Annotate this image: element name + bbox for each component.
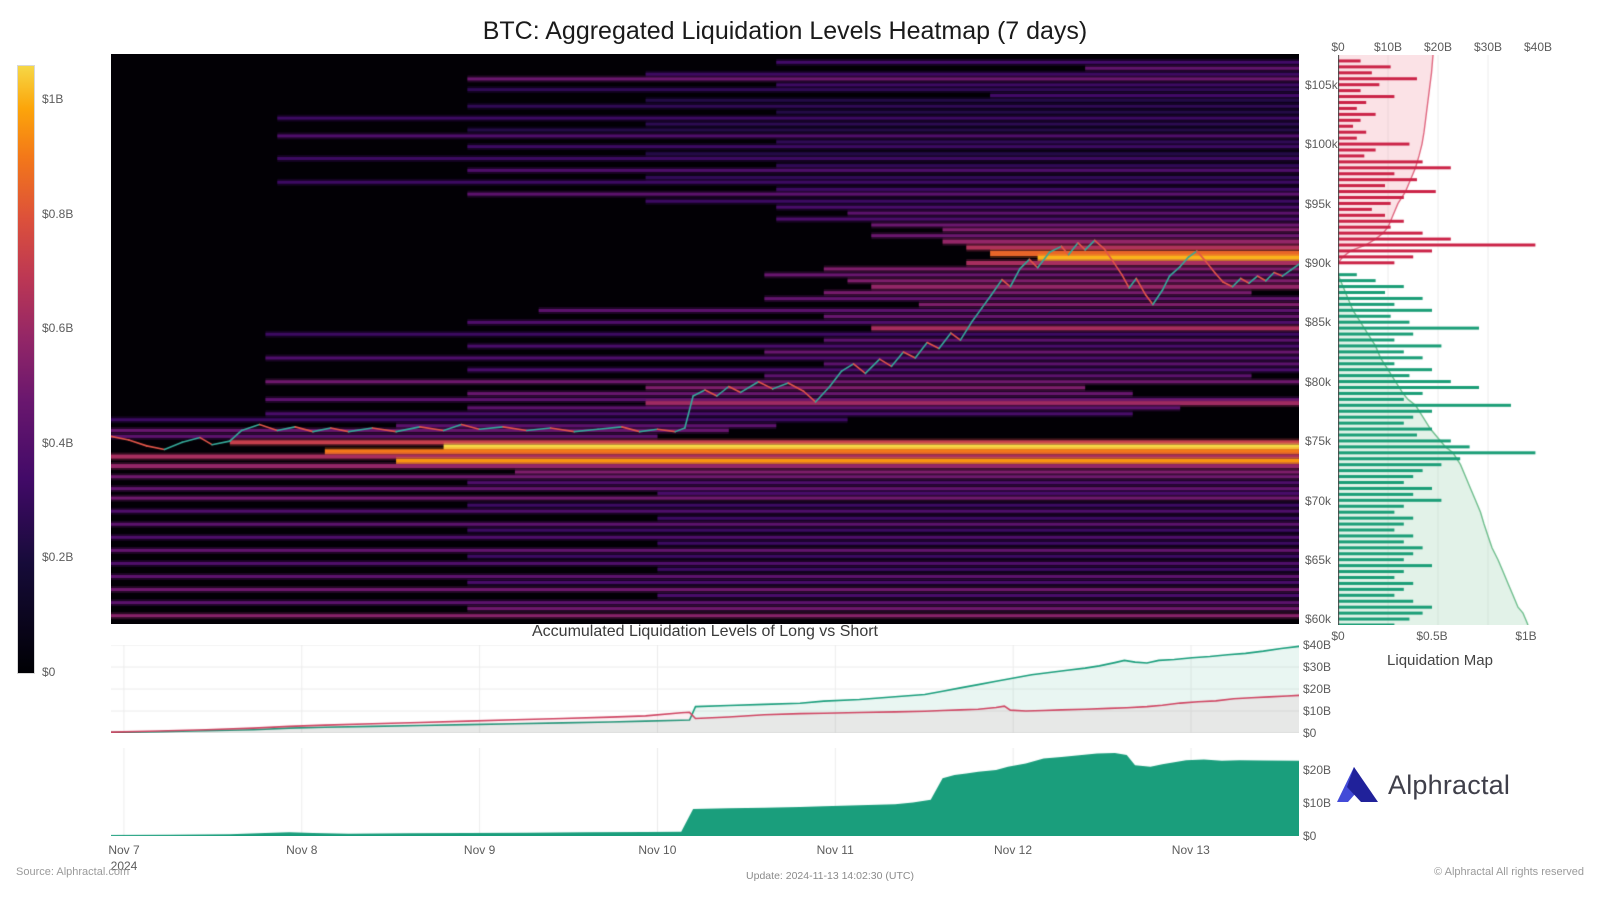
copyright-text: © Alphractal All rights reserved xyxy=(1434,866,1584,878)
brand-name: Alphractal xyxy=(1388,769,1511,800)
colorbar xyxy=(17,65,35,674)
price-tick: $75k xyxy=(1305,434,1332,449)
update-timestamp: Update: 2024-11-13 14:02:30 (UTC) xyxy=(746,870,914,882)
accumulated-chart-canvas xyxy=(111,645,1299,733)
liqmap-top-tick: $0 xyxy=(1331,40,1345,54)
price-tick: $85k xyxy=(1305,315,1332,330)
price-tick: $80k xyxy=(1305,374,1332,389)
liqmap-top-tick: $30B xyxy=(1473,40,1503,54)
volume-chart-canvas xyxy=(111,748,1299,836)
price-tick: $95k xyxy=(1305,196,1332,211)
price-tick: $60k xyxy=(1305,612,1332,627)
accumulated-y-tick: $10B xyxy=(1303,704,1332,718)
brand-logo: Alphractal xyxy=(1334,764,1510,806)
price-tick: $70k xyxy=(1305,493,1332,508)
accumulated-y-tick: $20B xyxy=(1303,682,1332,696)
price-tick: $65k xyxy=(1305,552,1332,567)
date-tick: Nov 11 xyxy=(816,843,854,857)
year-label: 2024 xyxy=(110,859,138,873)
colorbar-tick: $0.8B xyxy=(42,206,74,221)
liqmap-bottom-tick: $0 xyxy=(1331,629,1345,643)
volume-y-tick: $0 xyxy=(1303,829,1317,843)
date-tick: Nov 8 xyxy=(286,843,318,857)
liqmap-top-tick: $20B xyxy=(1423,40,1453,54)
date-tick: Nov 10 xyxy=(638,843,677,857)
price-tick: $90k xyxy=(1305,256,1332,270)
page-title: BTC: Aggregated Liquidation Levels Heatm… xyxy=(482,17,1088,45)
date-tick: Nov 7 xyxy=(108,843,140,857)
volume-y-tick: $10B xyxy=(1303,796,1332,811)
accumulated-chart-title: Accumulated Liquidation Levels of Long v… xyxy=(532,623,878,640)
heatmap-canvas xyxy=(111,54,1299,624)
liqmap-bottom-tick: $1B xyxy=(1515,629,1537,643)
date-tick: Nov 13 xyxy=(1171,843,1210,857)
price-tick: $100k xyxy=(1305,137,1338,152)
colorbar-tick: $0.4B xyxy=(42,435,74,450)
colorbar-tick: $0 xyxy=(42,665,56,679)
liqmap-bottom-tick: $0.5B xyxy=(1416,629,1448,643)
colorbar-tick: $1B xyxy=(42,92,64,107)
accumulated-y-tick: $0 xyxy=(1303,726,1317,740)
liqmap-top-tick: $10B xyxy=(1373,40,1403,54)
colorbar-tick: $0.6B xyxy=(42,321,74,336)
accumulated-y-tick: $40B xyxy=(1303,638,1332,652)
date-tick: Nov 12 xyxy=(993,843,1033,857)
liquidation-map-title: Liquidation Map xyxy=(1387,652,1493,669)
alphractal-logo-icon xyxy=(1337,767,1378,802)
price-tick: $105k xyxy=(1305,77,1338,92)
liqmap-top-tick: $40B xyxy=(1523,40,1553,54)
accumulated-y-tick: $30B xyxy=(1303,660,1332,674)
colorbar-tick: $0.2B xyxy=(42,550,74,565)
volume-y-tick: $20B xyxy=(1303,763,1332,778)
source-text: Source: Alphractal.com xyxy=(16,866,130,878)
date-tick: Nov 9 xyxy=(463,843,496,857)
liquidation-map-canvas xyxy=(1338,55,1538,625)
